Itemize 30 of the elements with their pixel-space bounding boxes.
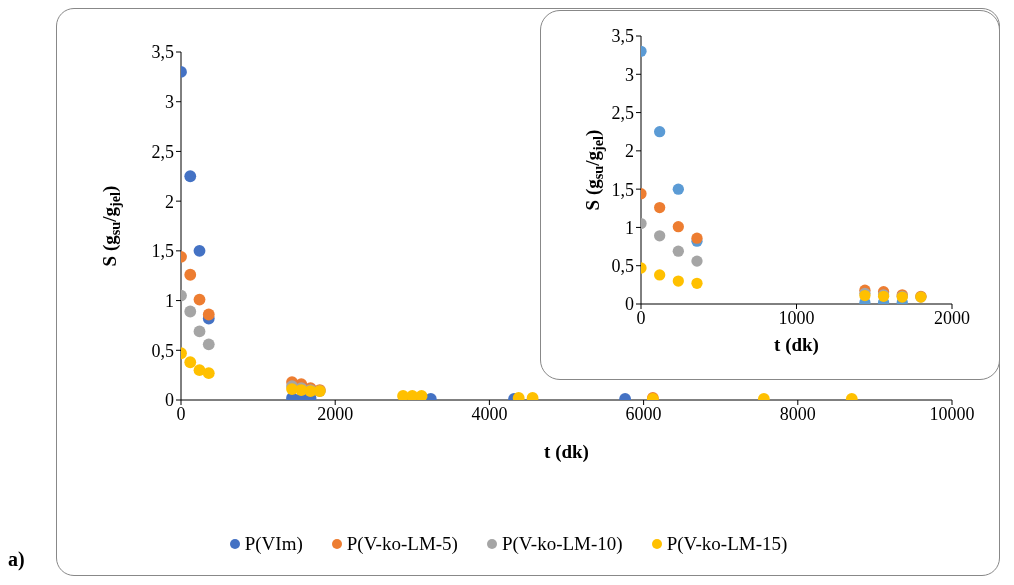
x-axis-title: t (dk) [774, 334, 819, 356]
y-tick-label: 3 [625, 64, 634, 85]
y-tick-label: 1,5 [151, 241, 174, 262]
x-tick-label: 6000 [625, 403, 662, 424]
x-tick-label: 4000 [471, 403, 508, 424]
x-tick-label: 8000 [779, 403, 816, 424]
y-tick-label: 0 [165, 390, 174, 411]
y-tick-label: 3,5 [611, 26, 634, 47]
x-tick-label: 2000 [934, 307, 970, 328]
y-tick-label: 3,5 [151, 42, 174, 63]
legend-label: P(VIm) [244, 533, 303, 555]
x-axis-title: t (dk) [544, 441, 589, 463]
y-tick-label: 3 [165, 92, 174, 113]
x-tick-label: 1000 [778, 307, 815, 328]
y-tick-label: 2 [165, 191, 174, 212]
y-tick-label: 0 [625, 294, 634, 315]
y-tick-label: 1 [625, 217, 634, 238]
y-tick-label: 1 [165, 290, 174, 311]
y-tick-label: 2 [625, 141, 634, 162]
legend-label: P(V-ko-LM-5) [346, 533, 458, 555]
y-tick-label: 0,5 [151, 340, 174, 361]
text: a) [8, 548, 25, 571]
legend-label: P(V-ko-LM-15) [666, 533, 788, 555]
x-tick-label: 10000 [929, 403, 975, 424]
y-tick-label: 1,5 [611, 179, 634, 200]
y-tick-label: 2,5 [611, 102, 634, 123]
y-tick-label: 0,5 [611, 256, 634, 277]
x-tick-label: 2000 [317, 403, 354, 424]
y-tick-label: 2,5 [151, 141, 174, 162]
legend-label: P(V-ko-LM-10) [501, 533, 623, 555]
